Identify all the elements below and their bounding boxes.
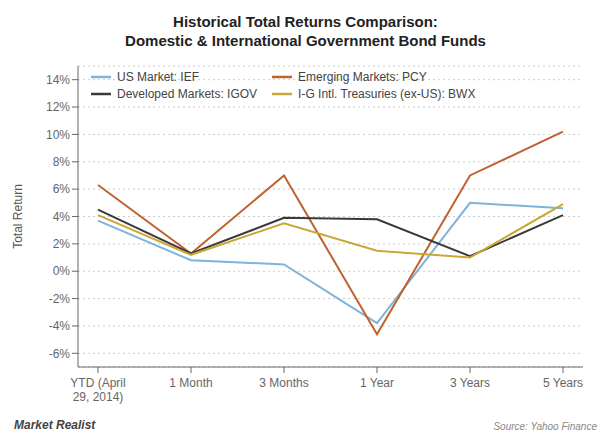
html-text:Historical Total Returns Compa: Historical Total Returns Comparison: [173,13,438,30]
svg-text:-4%: -4% [49,319,71,333]
svg-text:5 Years: 5 Years [543,376,583,390]
svg-text:0%: 0% [53,264,71,278]
svg-text:3 Years: 3 Years [450,376,490,390]
svg-text:2%: 2% [53,237,71,251]
svg-text:10%: 10% [46,128,70,142]
svg-text:4%: 4% [53,210,71,224]
html-text:Emerging Markets: PCY: Emerging Markets: PCY [298,70,427,84]
svg-text:8%: 8% [53,155,71,169]
svg-text:1 Month: 1 Month [169,376,212,390]
html-text:Developed Markets: IGOV: Developed Markets: IGOV [117,87,258,101]
svg-text:6%: 6% [53,182,71,196]
html-text:Source: Yahoo Finance: Source: Yahoo Finance [493,421,597,432]
svg-text:1 Year: 1 Year [360,376,394,390]
svg-text:-2%: -2% [49,292,71,306]
svg-text:YTD (April29, 2014): YTD (April29, 2014) [70,376,125,404]
html-text:Domestic & International Gover: Domestic & International Government Bond… [125,32,486,49]
svg-text:3 Months: 3 Months [259,376,308,390]
html-text:US Market: IEF: US Market: IEF [117,70,199,84]
svg-text:-6%: -6% [49,347,71,361]
svg-text:14%: 14% [46,73,70,87]
svg-text:12%: 12% [46,100,70,114]
svg-text:Total Return: Total Return [11,184,25,249]
html-text:Market Realist: Market Realist [14,418,96,432]
html-text:I-G Intl. Treasuries (ex-US):: I-G Intl. Treasuries (ex-US): BWX [298,87,476,101]
